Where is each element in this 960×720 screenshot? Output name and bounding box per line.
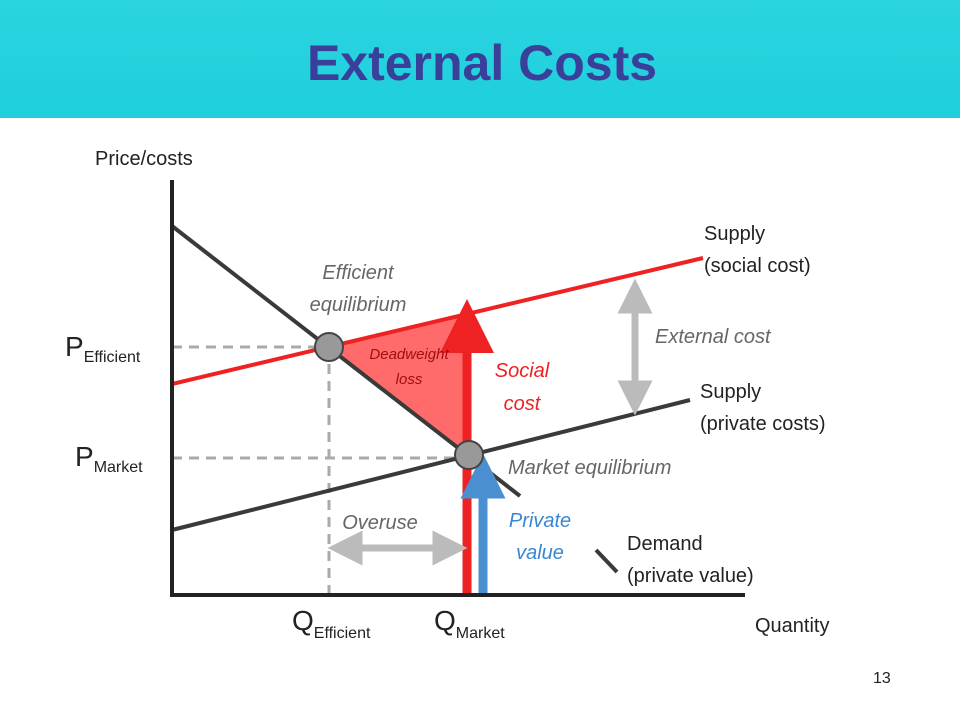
social-supply-curve: [171, 256, 704, 386]
axis-mark: PEfficient: [65, 331, 141, 366]
demand-curve: [594, 548, 619, 574]
y-axis-label: Price/costs: [95, 148, 193, 170]
annotation: External cost: [655, 326, 772, 348]
annotation: equilibrium: [310, 294, 407, 316]
annotation: Private: [509, 510, 571, 532]
slide-title: External Costs: [307, 35, 657, 91]
annotation: Market equilibrium: [508, 457, 671, 479]
efficient-point: [314, 332, 344, 362]
symbol: P: [65, 331, 84, 362]
curve-label: Supply: [704, 223, 765, 245]
symbol: Q: [292, 605, 314, 636]
annotation: cost: [504, 393, 542, 415]
deadweight-area: [329, 314, 469, 455]
annotation: Efficient: [322, 262, 395, 284]
curve-label: (social cost): [704, 255, 811, 277]
axis-mark: QEfficient: [292, 605, 371, 642]
curve-label: (private costs): [700, 413, 826, 435]
annotation: value: [516, 542, 564, 564]
subscript: Market: [456, 625, 505, 642]
header-band: [0, 0, 960, 118]
annotation: loss: [396, 371, 423, 388]
curve-label: Demand: [627, 533, 703, 555]
annotation: Deadweight: [369, 346, 449, 363]
symbol: Q: [434, 605, 456, 636]
page-number: 13: [873, 670, 891, 687]
subscript: Market: [94, 459, 143, 476]
annotation: Overuse: [342, 512, 418, 534]
private-supply-curve: [171, 398, 691, 532]
market-point: [454, 440, 484, 470]
axis-mark: QMarket: [434, 605, 505, 642]
symbol: P: [75, 441, 94, 472]
subscript: Efficient: [314, 625, 371, 642]
axis-mark: PMarket: [75, 441, 143, 476]
curve-label: (private value): [627, 565, 754, 587]
annotation: Social: [495, 360, 550, 382]
curve-label: Supply: [700, 381, 761, 403]
subscript: Efficient: [84, 349, 141, 366]
x-axis-label: Quantity: [755, 615, 829, 637]
